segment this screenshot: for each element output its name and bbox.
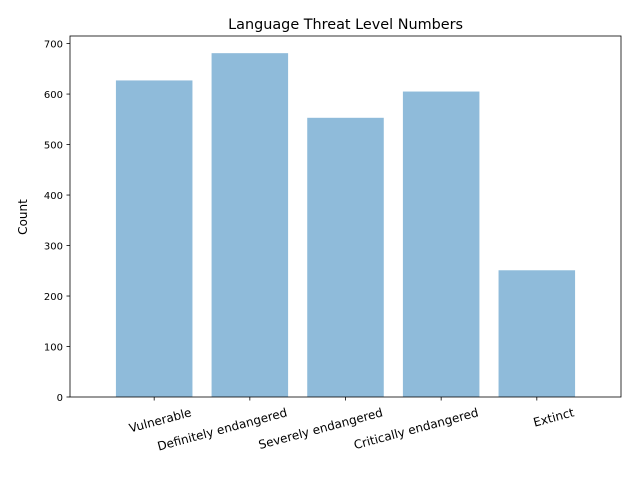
bar-vulnerable (115, 80, 193, 397)
bar-definitely-endangered (211, 53, 289, 397)
chart-title: Language Threat Level Numbers (228, 17, 463, 33)
y-tick-label: 400 (44, 191, 63, 202)
axes-frame (69, 35, 622, 398)
bar-critically-endangered (402, 91, 480, 398)
y-axis-label: Count (16, 199, 30, 235)
bar-extinct (498, 270, 576, 397)
y-tick-label: 500 (44, 141, 63, 152)
bars-group (115, 53, 576, 398)
y-tick-label: 200 (44, 292, 63, 303)
y-axis-ticks: 0 100 200 300 400 500 600 700 (44, 40, 70, 404)
x-tick-label: Extinct (532, 405, 576, 429)
y-tick-label: 600 (44, 90, 63, 101)
axes-spines (69, 35, 622, 398)
y-tick-label: 300 (44, 242, 63, 253)
x-tick-label: Vulnerable (128, 405, 193, 435)
bar-severely-endangered (307, 117, 384, 398)
y-tick-label: 100 (44, 343, 63, 354)
y-tick-label: 700 (44, 40, 63, 51)
y-tick-label: 0 (57, 393, 63, 404)
